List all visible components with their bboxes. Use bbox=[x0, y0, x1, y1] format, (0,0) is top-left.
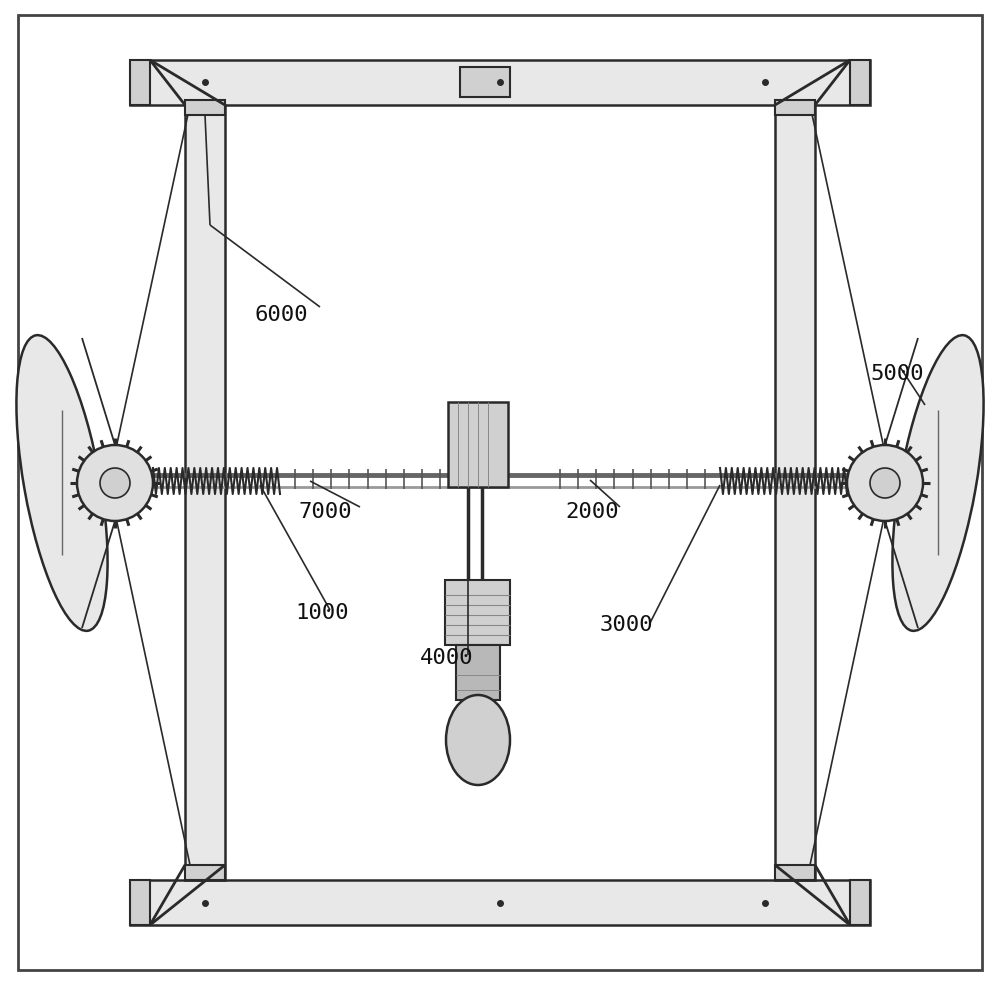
Ellipse shape bbox=[892, 335, 984, 630]
Bar bbox=[130, 60, 150, 105]
Ellipse shape bbox=[77, 445, 153, 521]
Bar bbox=[775, 100, 815, 115]
Bar bbox=[850, 60, 870, 105]
Bar bbox=[456, 645, 500, 700]
Bar bbox=[130, 880, 150, 925]
Bar bbox=[130, 60, 870, 105]
Bar bbox=[448, 402, 508, 487]
Ellipse shape bbox=[100, 468, 130, 498]
Text: 2000: 2000 bbox=[565, 502, 618, 522]
Bar bbox=[460, 67, 510, 97]
Text: 1000: 1000 bbox=[295, 603, 349, 623]
Ellipse shape bbox=[16, 335, 108, 630]
Bar bbox=[130, 880, 870, 925]
Text: 4000: 4000 bbox=[420, 648, 474, 668]
Bar bbox=[445, 580, 510, 645]
Text: 5000: 5000 bbox=[870, 364, 924, 384]
Bar bbox=[185, 105, 225, 880]
Bar bbox=[185, 865, 225, 880]
Text: 3000: 3000 bbox=[600, 616, 654, 635]
Bar bbox=[775, 865, 815, 880]
Bar bbox=[850, 880, 870, 925]
Bar bbox=[775, 105, 815, 880]
Bar bbox=[185, 100, 225, 115]
Ellipse shape bbox=[446, 695, 510, 785]
Text: 7000: 7000 bbox=[298, 502, 352, 522]
Ellipse shape bbox=[870, 468, 900, 498]
Ellipse shape bbox=[847, 445, 923, 521]
Text: 6000: 6000 bbox=[255, 305, 308, 325]
